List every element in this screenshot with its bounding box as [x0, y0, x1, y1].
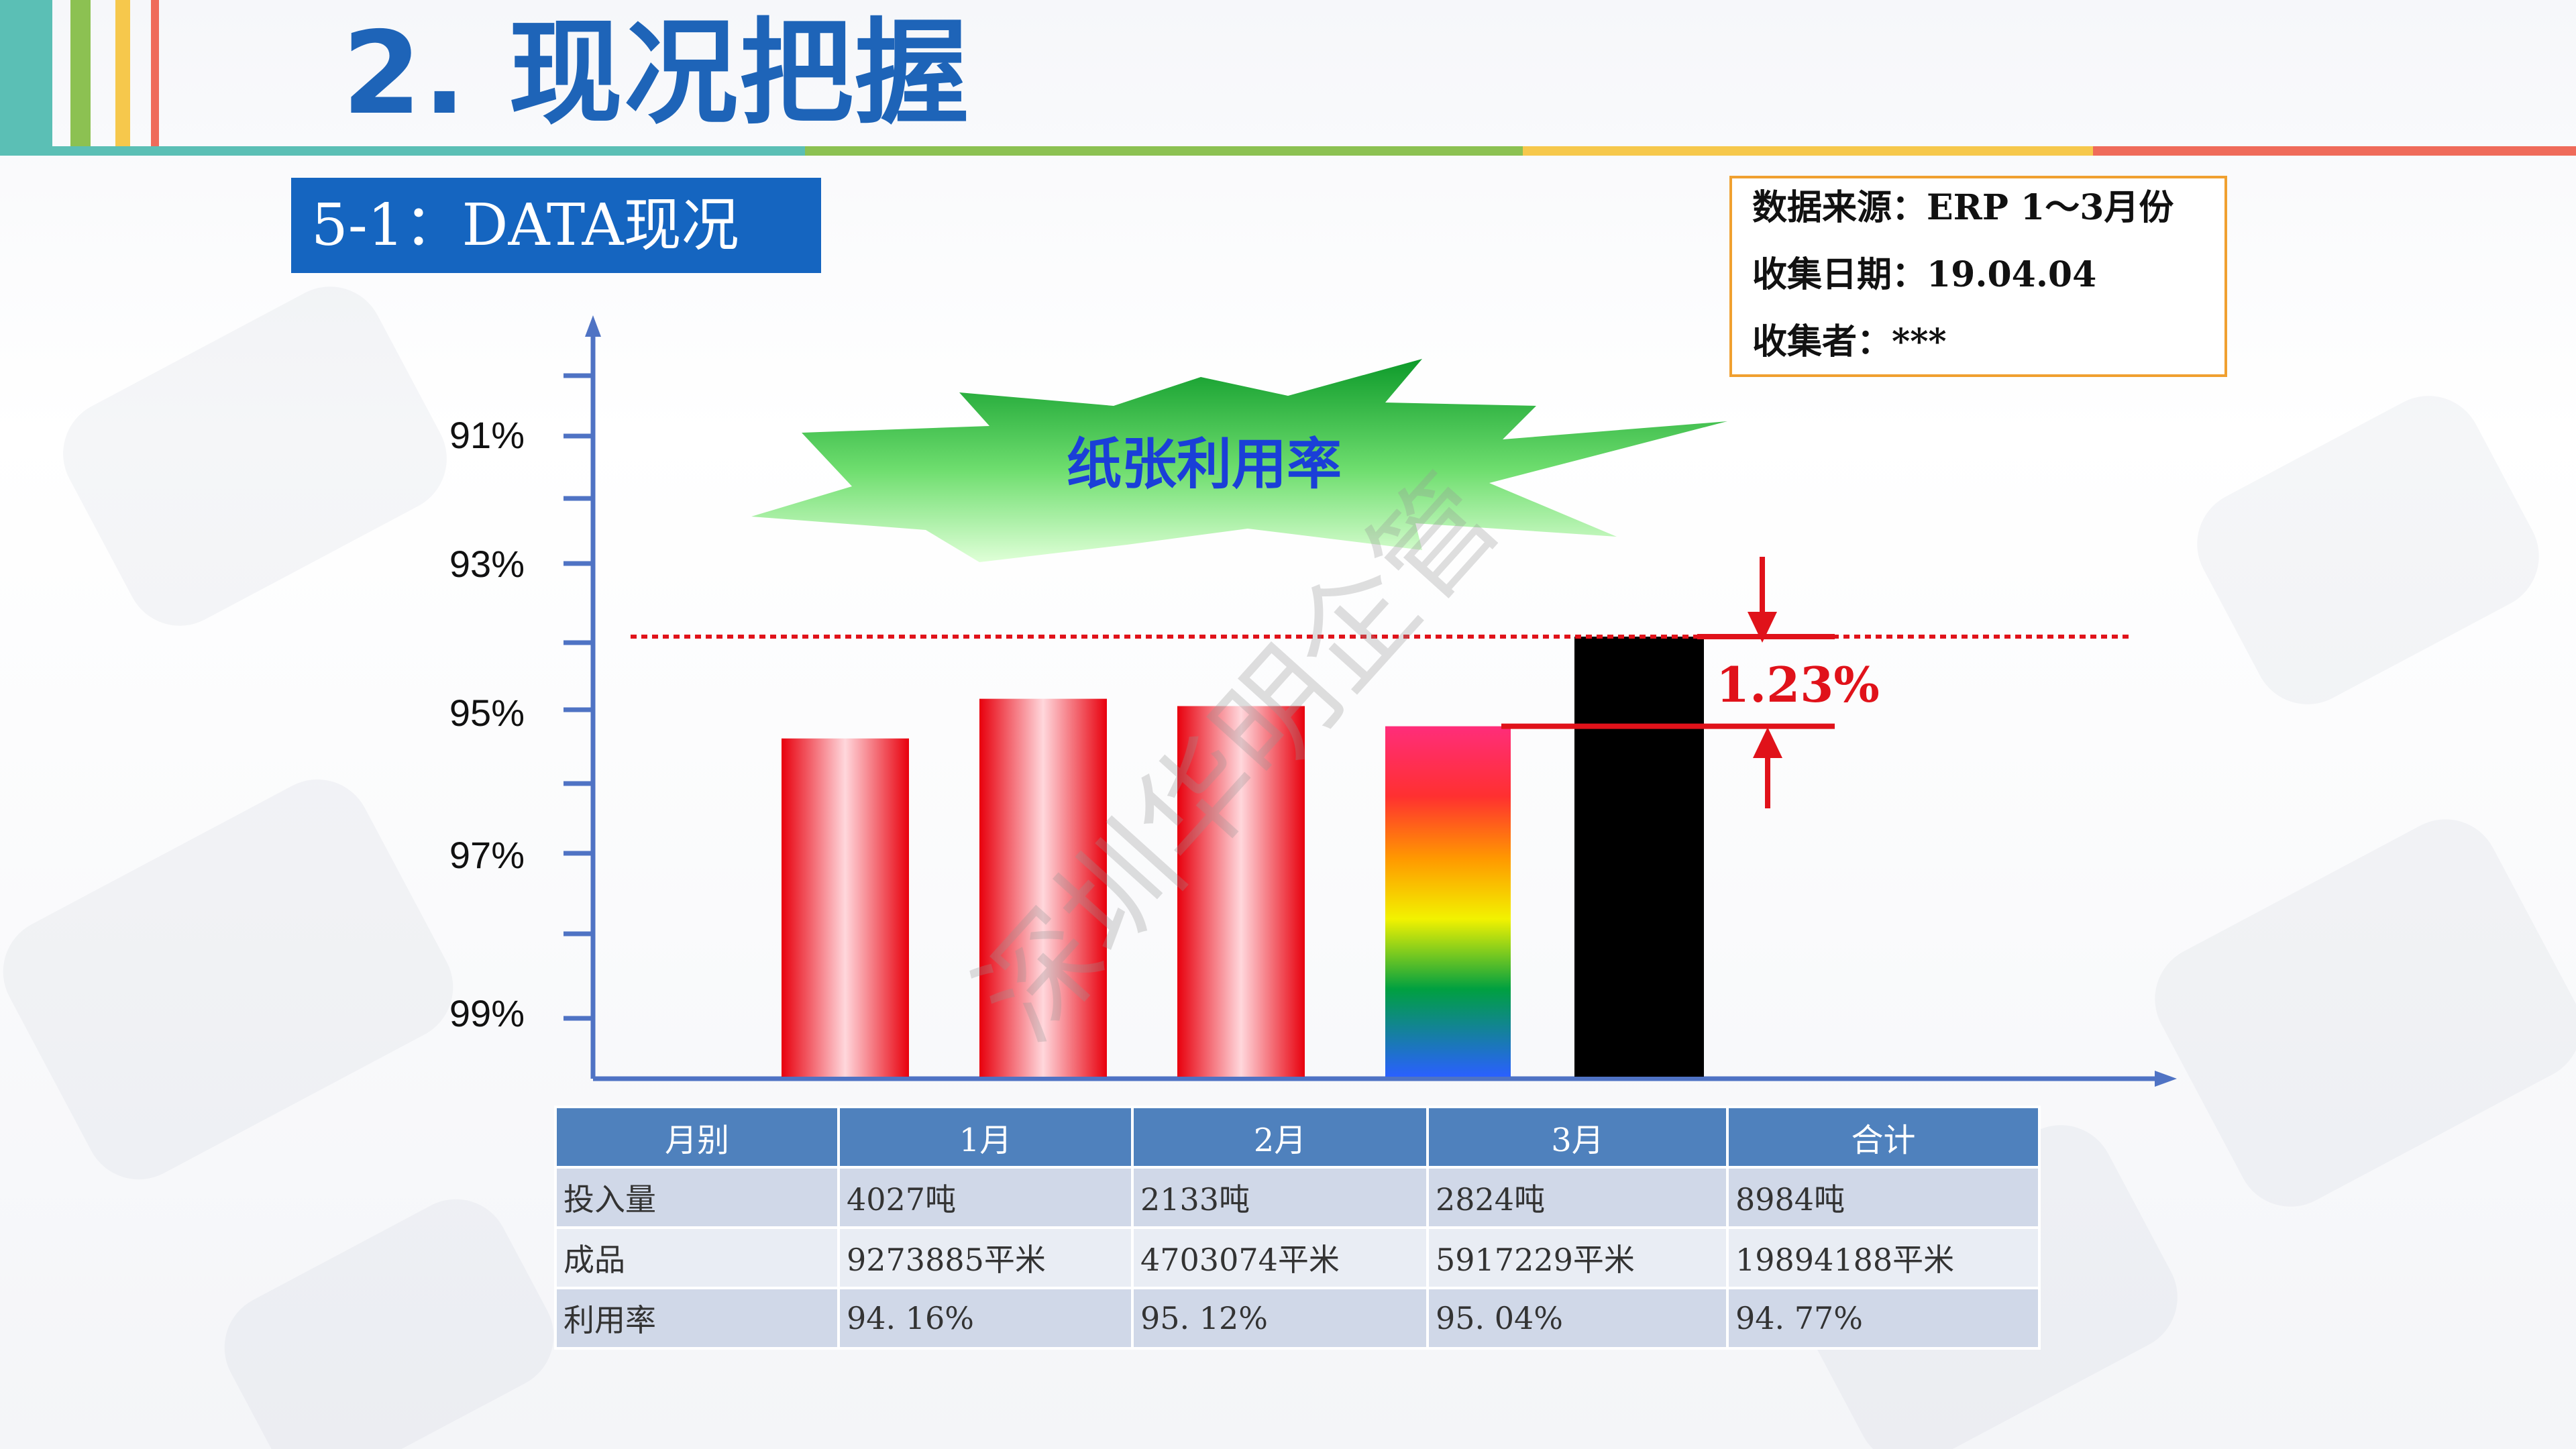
y-tick-label: 93% [449, 543, 525, 585]
collection-date-line: 收集日期：19.04.04 [1752, 254, 2097, 295]
table-cell: 2824吨 [1426, 1166, 1729, 1229]
bar-1 [782, 738, 909, 1077]
table-header-cell: 1月 [837, 1106, 1134, 1169]
table-cell: 利用率 [554, 1287, 840, 1350]
difference-label: 1.23% [1716, 656, 1880, 713]
table-cell: 94. 77% [1726, 1287, 2041, 1350]
table-row: 投入量 4027吨 2133吨 2824吨 8984吨 [554, 1166, 2041, 1229]
y-tick-labels: 99% 97% 95% 93% 91% [449, 414, 525, 1034]
table-cell: 19894188平米 [1726, 1226, 2041, 1289]
header-bar-yellow [1523, 146, 2093, 156]
header-bar-teal [0, 146, 805, 156]
bar-3 [1177, 706, 1305, 1077]
burst-shape [751, 359, 1727, 562]
header-bar-red [2093, 146, 2576, 156]
bar-2 [979, 698, 1107, 1077]
y-tick-marks [564, 373, 593, 1021]
table-cell: 8984吨 [1726, 1166, 2041, 1229]
data-source-box: 数据来源：ERP 1～3月份 收集日期：19.04.04 收集者：*** [1729, 176, 2227, 377]
header-stripe-green [70, 0, 91, 146]
header-bar-green [805, 146, 1523, 156]
table-cell: 4703074平米 [1131, 1226, 1429, 1289]
data-table: 月别 1月 2月 3月 合计 投入量 4027吨 2133吨 2824吨 8984吨 成品 92738… [554, 1106, 2041, 1350]
difference-arrow-up-icon [1753, 727, 1782, 758]
section-label: 5-1：DATA现况 [311, 192, 739, 259]
bar-4 [1385, 726, 1511, 1077]
difference-arrow-down-icon [1748, 612, 1777, 643]
y-tick-label: 91% [449, 414, 525, 456]
bars [782, 637, 1704, 1077]
bar-5 [1574, 637, 1704, 1077]
table-cell: 95. 12% [1131, 1287, 1429, 1350]
header-stripe-yellow [115, 0, 130, 146]
y-tick-label: 99% [449, 992, 525, 1034]
table-header-cell: 合计 [1726, 1106, 2041, 1169]
page-title: 2. 现况把握 [342, 7, 971, 140]
y-tick-label: 97% [449, 834, 525, 876]
y-axis-arrow [585, 315, 601, 337]
collector-line: 收集者：*** [1752, 321, 1947, 362]
table-cell: 95. 04% [1426, 1287, 1729, 1350]
header-stripe-teal [0, 0, 52, 146]
table-cell: 4027吨 [837, 1166, 1134, 1229]
table-header-row: 月别 1月 2月 3月 合计 [554, 1106, 2041, 1169]
data-source-line: 数据来源：ERP 1～3月份 [1752, 187, 2174, 228]
y-tick-label: 95% [449, 692, 525, 734]
header-stripe-red [151, 0, 159, 146]
table-cell: 成品 [554, 1226, 840, 1289]
table-row: 成品 9273885平米 4703074平米 5917229平米 19894188平米 [554, 1226, 2041, 1289]
table-header-cell: 3月 [1426, 1106, 1729, 1169]
table-cell: 9273885平米 [837, 1226, 1134, 1289]
x-axis-arrow [2155, 1071, 2177, 1087]
chart-title-burst-label: 纸张利用率 [1067, 433, 1342, 496]
table-cell: 5917229平米 [1426, 1226, 1729, 1289]
table-header-cell: 2月 [1131, 1106, 1429, 1169]
table-header-cell: 月别 [554, 1106, 840, 1169]
table-cell: 投入量 [554, 1166, 840, 1229]
table-row: 利用率 94. 16% 95. 12% 95. 04% 94. 77% [554, 1287, 2041, 1350]
table-cell: 2133吨 [1131, 1166, 1429, 1229]
section-label-box: 5-1：DATA现况 [291, 178, 821, 273]
table-cell: 94. 16% [837, 1287, 1134, 1350]
